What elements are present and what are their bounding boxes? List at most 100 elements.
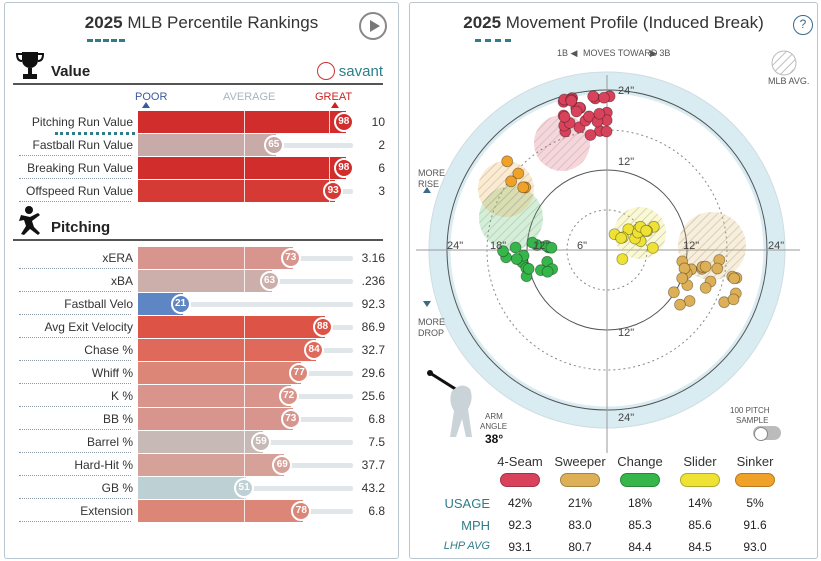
row-divider	[19, 337, 131, 338]
movement-profile-panel: 1B ◀ MOVES TOWARD ▶ 3B MLB AVG. MORE RISE MORE…	[409, 2, 818, 559]
pitch-type-column[interactable]: Sweeper	[550, 454, 610, 487]
pitching-row[interactable]: Hard-Hit % 69 37.7	[13, 454, 391, 476]
pitch-type-name: 4-Seam	[497, 454, 543, 469]
arm-angle-value: 38°	[485, 432, 503, 446]
pitching-row[interactable]: BB % 73 6.8	[13, 408, 391, 430]
pitch-type-swatch	[735, 473, 775, 487]
value-row[interactable]: Pitching Run Value 98 10	[13, 111, 391, 135]
metric-value: 7.5	[368, 435, 385, 449]
sample-toggle[interactable]	[753, 426, 781, 441]
guide-line	[244, 385, 245, 407]
pitching-row[interactable]: Extension 78 6.8	[13, 500, 391, 522]
percentile-bar	[138, 270, 272, 292]
pitching-row[interactable]: Whiff % 77 29.6	[13, 362, 391, 384]
value-row[interactable]: Offspeed Run Value 93 3	[13, 180, 391, 202]
percentile-bar	[138, 111, 346, 133]
metric-name: Avg Exit Velocity	[44, 320, 134, 334]
percentile-bubble: 72	[278, 386, 299, 406]
pitch-type-name: Change	[617, 454, 663, 469]
pitching-row[interactable]: xERA 73 3.16	[13, 247, 391, 269]
metric-name: Chase %	[84, 343, 133, 357]
ring-label: 6"	[577, 240, 587, 252]
savant-logo[interactable]: savant	[316, 62, 383, 80]
row-divider	[19, 155, 131, 156]
metric-name: Breaking Run Value	[27, 161, 133, 175]
percentile-bar	[138, 454, 285, 476]
pitch-usage-value: 42%	[507, 496, 533, 510]
row-divider	[19, 383, 131, 384]
pitch-dot	[517, 181, 530, 194]
mlb-avg-label: MLB AVG.	[768, 76, 809, 86]
pitch-dot	[570, 105, 583, 118]
metric-name: Offspeed Run Value	[26, 184, 133, 198]
arm-angle-label: ANGLE	[480, 422, 507, 431]
pitcher-icon	[19, 206, 40, 235]
percentile-bubble: 65	[263, 135, 284, 155]
arm-angle-dot	[427, 370, 433, 376]
pitch-type-column[interactable]: Sinker	[725, 454, 785, 487]
percentile-bar	[138, 180, 336, 202]
metric-name: K %	[110, 389, 133, 403]
help-icon[interactable]: ?	[793, 15, 813, 35]
pitch-mph-value: 83.0	[568, 518, 592, 532]
pitching-row[interactable]: Chase % 84 32.7	[13, 339, 391, 361]
value-section-label: Value	[51, 63, 91, 80]
percentile-bubble: 21	[170, 294, 191, 314]
pitching-row[interactable]: Fastball Velo 21 92.3	[13, 293, 391, 315]
moves-toward-right: ▶ 3B	[650, 48, 670, 58]
metric-value: 25.6	[361, 389, 385, 403]
movement-title: 2025 Movement Profile (Induced Break)	[410, 13, 817, 33]
scale-poor: POOR	[135, 91, 168, 103]
row-divider	[19, 178, 131, 179]
pitch-usage-value: 14%	[687, 496, 713, 510]
percentile-bar	[138, 134, 276, 156]
ring-label: 24"	[618, 412, 634, 424]
pitch-dot	[699, 260, 712, 273]
value-section-header: Value savant	[13, 51, 383, 85]
pitching-row[interactable]: Barrel % 59 7.5	[13, 431, 391, 453]
percentile-bubble: 78	[291, 501, 312, 521]
percentile-bubble: 98	[333, 158, 354, 178]
guide-line	[328, 111, 330, 133]
more-drop-label: MORE	[418, 317, 445, 327]
pitch-dot	[541, 265, 554, 278]
pitch-lhp-avg-value: 84.4	[628, 540, 652, 554]
metric-value: 6.8	[368, 412, 385, 426]
pitch-type-column[interactable]: 4-Seam	[490, 454, 550, 487]
pitch-type-column[interactable]: Slider	[670, 454, 730, 487]
mlb-avg-hatch	[678, 212, 746, 280]
pitching-row[interactable]: Avg Exit Velocity 88 86.9	[13, 316, 391, 338]
metric-name: xBA	[110, 274, 133, 288]
play-button[interactable]	[359, 12, 387, 40]
percentile-track	[141, 302, 353, 307]
trophy-icon	[15, 52, 45, 79]
pitch-dot	[640, 224, 653, 237]
pitch-lhp-avg-value: 84.5	[688, 540, 712, 554]
sample-label: SAMPLE	[736, 416, 768, 425]
scale-great: GREAT	[315, 91, 353, 103]
row-divider	[19, 452, 131, 453]
guide-line	[244, 247, 245, 269]
pitch-mph-value: 85.3	[628, 518, 652, 532]
arm-angle-label: ARM	[485, 412, 503, 421]
pitch-dot	[598, 91, 610, 104]
more-rise-label: MORE	[418, 168, 445, 178]
pitching-row[interactable]: K % 72 25.6	[13, 385, 391, 407]
value-row[interactable]: Fastball Run Value 65 2	[13, 134, 391, 156]
drop-arrow-icon	[423, 301, 431, 307]
guide-line	[244, 431, 245, 453]
pitching-row[interactable]: xBA 63 .236	[13, 270, 391, 292]
row-divider	[19, 406, 131, 407]
row-divider	[19, 201, 131, 202]
metric-name: Fastball Velo	[64, 297, 133, 311]
percentile-bar	[138, 477, 247, 499]
pitch-dot	[584, 129, 597, 141]
pitching-row[interactable]: GB % 51 43.2	[13, 477, 391, 499]
value-row[interactable]: Breaking Run Value 98 6	[13, 157, 391, 179]
ring-label: 12"	[618, 156, 634, 168]
pitch-dot	[587, 90, 600, 103]
pitch-type-column[interactable]: Change	[610, 454, 670, 487]
row-divider	[19, 475, 131, 476]
percentile-bar	[138, 339, 317, 361]
percentile-bubble: 98	[333, 112, 354, 132]
